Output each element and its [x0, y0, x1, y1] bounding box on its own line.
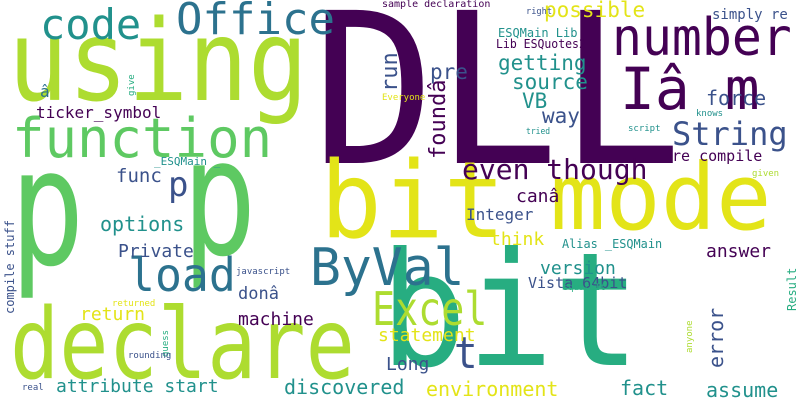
cloud-word: statement	[378, 325, 476, 346]
cloud-word: p	[168, 165, 189, 205]
cloud-word: canâ	[516, 186, 560, 207]
cloud-word: Private	[118, 241, 194, 262]
cloud-word: attribute start	[56, 376, 219, 397]
cloud-word: version	[540, 258, 616, 279]
cloud-word: discovered	[284, 375, 405, 399]
cloud-word: load	[128, 248, 236, 302]
cloud-word: environment	[426, 377, 559, 400]
cloud-word: Office	[176, 0, 335, 45]
cloud-word: give	[127, 74, 137, 96]
cloud-word: options	[100, 212, 185, 236]
cloud-word: assume	[706, 378, 779, 400]
cloud-word: possible	[544, 0, 646, 22]
cloud-word: p	[10, 115, 85, 303]
cloud-word: squareIt	[563, 283, 606, 293]
cloud-word: sample declaration	[382, 0, 491, 10]
cloud-word: way	[542, 104, 580, 128]
cloud-word: Alias _ESQMain	[562, 237, 663, 251]
cloud-word: Iâ m	[620, 55, 760, 123]
cloud-word: Excel	[372, 282, 488, 336]
cloud-word: answer	[706, 241, 772, 262]
cloud-word: error	[704, 307, 728, 368]
cloud-word: knows	[696, 109, 724, 119]
cloud-word: number	[612, 8, 792, 68]
cloud-word: anyone	[685, 320, 695, 353]
cloud-word: getting	[498, 51, 587, 75]
cloud-word: Integer	[466, 205, 534, 224]
cloud-word: run	[378, 52, 403, 92]
cloud-word: tried	[526, 127, 551, 137]
cloud-word: force	[706, 86, 767, 110]
cloud-word: declare	[10, 288, 355, 400]
cloud-word: real	[22, 383, 44, 393]
cloud-word: donâ	[238, 284, 279, 304]
cloud-word: compile stuff	[3, 220, 17, 314]
cloud-word: mode	[550, 144, 772, 251]
cloud-word: returned	[112, 299, 156, 309]
cloud-word: even though	[462, 153, 648, 186]
cloud-word: ticker_symbol	[36, 103, 162, 122]
cloud-word: think	[490, 229, 545, 250]
cloud-word: ESQMain Lib	[498, 26, 578, 40]
cloud-word: Lib ESQuotes2	[496, 37, 586, 51]
cloud-word: _ESQMain _	[154, 155, 221, 168]
cloud-word: return	[80, 304, 146, 325]
cloud-word: func	[116, 165, 162, 187]
cloud-word: Everyone	[382, 93, 426, 103]
cloud-word: Vista 64bit	[528, 274, 628, 292]
cloud-word: simply re	[712, 7, 788, 23]
cloud-word: source	[512, 70, 588, 94]
cloud-word: p	[182, 105, 257, 293]
cloud-word: rounding	[128, 351, 172, 361]
cloud-word: bit	[380, 219, 641, 400]
cloud-word: function	[12, 107, 273, 170]
cloud-word: String	[672, 115, 788, 153]
cloud-word: t	[454, 328, 478, 379]
cloud-word: javascript	[236, 267, 291, 277]
cloud-word: using	[8, 0, 309, 127]
cloud-word: DLL	[312, 0, 683, 213]
cloud-word: foundâ	[426, 79, 451, 159]
cloud-word: bit	[320, 139, 506, 262]
cloud-word: machine	[238, 309, 314, 330]
cloud-word: code	[40, 0, 142, 49]
cloud-word: Result	[785, 267, 799, 311]
cloud-word: â	[40, 82, 50, 101]
cloud-word: given	[752, 169, 780, 179]
cloud-word: Long	[386, 354, 430, 375]
cloud-word: script	[628, 124, 661, 134]
cloud-word: right	[526, 7, 553, 17]
cloud-word: ByVal	[310, 238, 465, 298]
cloud-word: re compile	[672, 147, 763, 165]
cloud-word: fact	[620, 376, 669, 400]
cloud-word: pre	[430, 60, 468, 84]
cloud-word: VB	[522, 89, 548, 113]
